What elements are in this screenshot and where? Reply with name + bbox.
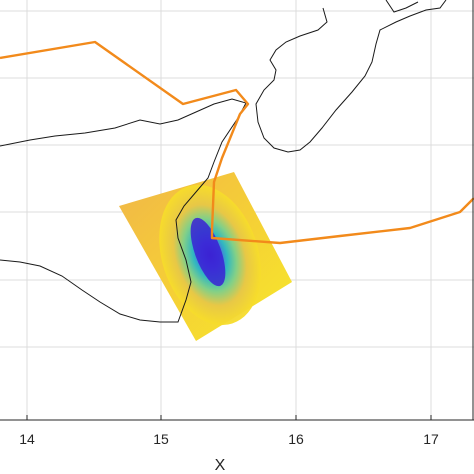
coastline-south [70, 419, 71, 420]
coastline-northeast [255, 0, 447, 153]
x-tick-label: 14 [19, 431, 35, 447]
x-tick-label: 17 [423, 431, 439, 447]
field-core [190, 217, 226, 287]
axes-frame [0, 0, 474, 421]
coastline [0, 0, 447, 420]
track-line [0, 40, 474, 245]
x-tick-label: 16 [288, 431, 304, 447]
x-axis-title: X [215, 457, 226, 474]
coastline-mainland [0, 98, 247, 323]
scalar-field-patch [119, 172, 292, 341]
coastline-north-island [385, 0, 419, 13]
x-tick-label: 15 [153, 431, 169, 447]
